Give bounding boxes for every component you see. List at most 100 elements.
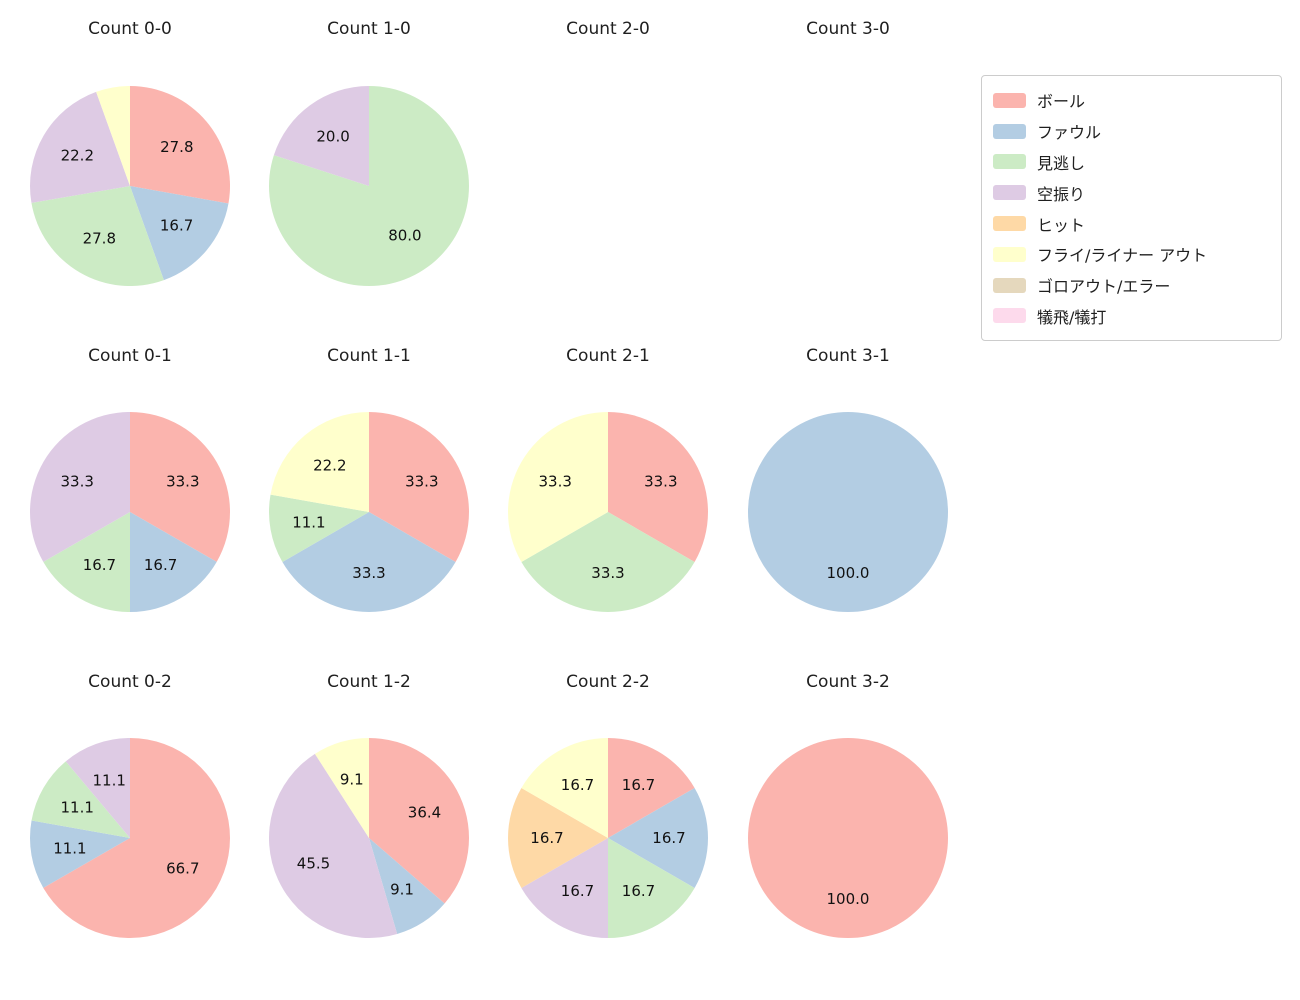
pie-slice-value: 16.7 <box>652 829 685 847</box>
pie-slice <box>130 512 217 612</box>
legend: ボールファウル見逃し空振りヒットフライ/ライナー アウト ゴロアウト/エラー 犠飛/… <box>981 75 1282 342</box>
legend-item: ボール <box>993 85 1270 116</box>
pie-slice <box>608 412 708 562</box>
pie-slice-value: 36.4 <box>408 804 441 822</box>
pie-slice <box>608 738 695 838</box>
pie-slice <box>96 86 130 186</box>
pie-slice <box>521 512 695 612</box>
legend-item: ゴロアウト/エラー <box>993 270 1270 301</box>
pie-slice-value: 100.0 <box>827 564 870 582</box>
pie-slice <box>748 412 948 612</box>
pie-slice <box>268 86 469 286</box>
pie-slice <box>508 412 608 562</box>
legend-label: ヒット <box>1037 215 1086 235</box>
legend-label: 犠飛/犠打 <box>1037 307 1107 327</box>
pie-slice-value: 16.7 <box>561 776 594 794</box>
pie-count-1-2: 36.4 9.1 45.5 9.1 <box>268 738 469 939</box>
pie-slice-value: 33.3 <box>166 472 199 490</box>
pie-slice-value: 22.2 <box>313 456 346 474</box>
pie-count-0-2: 66.7 11.1 11.1 11.1 <box>29 738 230 938</box>
pie-slice <box>369 738 469 904</box>
legend-item: ファウル <box>993 116 1270 147</box>
legend-color-swatch <box>993 123 1026 139</box>
chart-title-count-1-1: Count 1-1 <box>327 346 411 366</box>
chart-title-count-1-0: Count 1-0 <box>327 19 411 39</box>
pie-slice <box>273 86 369 186</box>
pie-slice-value: 9.1 <box>340 771 364 789</box>
pie-slice <box>608 788 708 888</box>
pie-count-3-1: 100.0 <box>748 412 948 612</box>
pie-slice <box>270 412 369 512</box>
pie-count-0-1: 33.3 16.7 16.7 33.3 <box>29 412 231 612</box>
pie-slice-value: 45.5 <box>297 854 330 872</box>
pie-slice-value: 11.1 <box>292 514 325 532</box>
legend-label: フライ/ライナー アウト <box>1037 246 1208 266</box>
pie-slice <box>31 761 130 838</box>
pie-slice-value: 33.3 <box>352 564 385 582</box>
pie-slice-value: 80.0 <box>388 226 421 244</box>
legend-item: 空振り <box>993 177 1270 208</box>
legend-color-swatch <box>993 92 1026 108</box>
pie-slice-value: 16.7 <box>622 882 655 900</box>
pie-slice <box>130 412 231 562</box>
chart-title-count-3-2: Count 3-2 <box>806 672 890 692</box>
pie-slice-value: 33.3 <box>644 473 677 491</box>
chart-title-count-2-2: Count 2-2 <box>566 672 650 692</box>
legend-color-swatch <box>993 216 1026 232</box>
pie-slice <box>282 512 456 612</box>
pie-slice <box>369 412 469 562</box>
pie-slice <box>508 788 608 888</box>
pie-count-3-2: 100.0 <box>748 738 948 938</box>
chart-title-count-0-2: Count 0-2 <box>88 672 172 692</box>
pie-slice <box>748 738 948 938</box>
legend-label: ファウル <box>1037 123 1102 143</box>
legend-label: 空振り <box>1037 184 1086 204</box>
legend-label: ゴロアウト/エラー <box>1037 277 1171 297</box>
pie-slice <box>521 838 608 938</box>
legend-color-swatch <box>993 185 1026 201</box>
pie-slice <box>31 186 164 286</box>
pie-count-2-2: 16.7 16.7 16.7 16.7 16.7 16.7 <box>508 738 708 938</box>
pie-slice <box>30 91 130 203</box>
chart-title-count-0-0: Count 0-0 <box>88 19 172 39</box>
pie-slice-value: 33.3 <box>538 473 571 491</box>
pie-slice <box>43 512 130 612</box>
pie-slice-value: 16.7 <box>622 776 655 794</box>
pie-count-0-0: 27.8 16.7 27.8 22.2 <box>30 86 231 286</box>
pie-slice-value: 27.8 <box>160 138 193 156</box>
pie-slice-value: 11.1 <box>53 840 86 858</box>
legend-label: 見逃し <box>1037 153 1086 173</box>
pie-slice-value: 16.7 <box>561 882 594 900</box>
pie-slice-value: 11.1 <box>60 798 93 816</box>
pie-slice-value: 16.7 <box>144 556 177 574</box>
pie-slice-value: 11.1 <box>92 772 125 790</box>
pie-slice-value: 16.7 <box>160 216 193 234</box>
legend-item: ヒット <box>993 208 1270 239</box>
pie-slice <box>608 838 695 938</box>
legend-color-swatch <box>993 154 1026 170</box>
pie-slice <box>29 412 130 562</box>
pie-slice-value: 66.7 <box>166 860 199 878</box>
pie-slice-value: 27.8 <box>83 230 116 248</box>
pie-slice <box>29 820 131 888</box>
legend-item: フライ/ライナー アウト <box>993 239 1270 270</box>
chart-title-count-2-0: Count 2-0 <box>566 19 650 39</box>
pie-slice-value: 33.3 <box>591 564 624 582</box>
chart-title-count-3-1: Count 3-1 <box>806 346 890 366</box>
pie-count-2-1: 33.3 33.3 33.3 <box>508 412 708 612</box>
legend-item: 見逃し <box>993 147 1270 178</box>
legend-item: 犠飛/犠打 <box>993 301 1270 332</box>
pie-slice-value: 20.0 <box>316 128 349 146</box>
pie-slice <box>268 753 398 939</box>
pie-count-1-1: 33.3 33.3 11.1 22.2 <box>269 412 469 612</box>
pie-count-1-0: 80.0 20.0 <box>268 86 469 286</box>
pie-slice-value: 33.3 <box>60 472 93 490</box>
pie-slice <box>130 86 231 204</box>
pie-slice <box>369 838 445 934</box>
pie-slice-value: 16.7 <box>530 829 563 847</box>
legend-color-swatch <box>993 277 1026 293</box>
pie-slice-value: 100.0 <box>827 890 870 908</box>
pie-slice-value: 33.3 <box>405 473 438 491</box>
pie-slice-value: 16.7 <box>83 556 116 574</box>
